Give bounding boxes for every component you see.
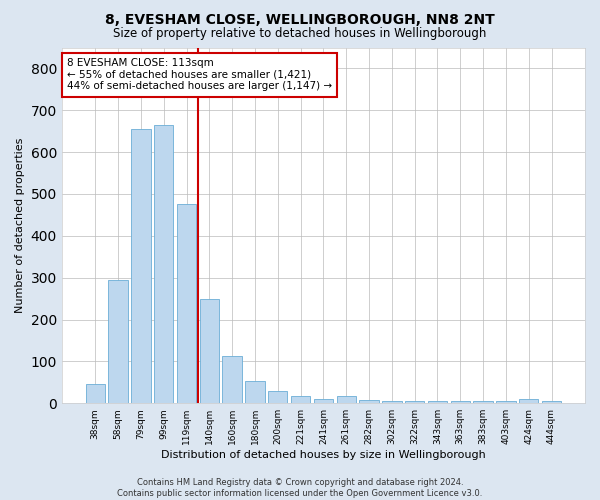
Bar	[268, 391, 287, 403]
Bar	[496, 400, 515, 403]
Bar	[314, 399, 333, 403]
Text: 8 EVESHAM CLOSE: 113sqm
← 55% of detached houses are smaller (1,421)
44% of semi: 8 EVESHAM CLOSE: 113sqm ← 55% of detache…	[67, 58, 332, 92]
Bar	[359, 400, 379, 403]
Bar	[109, 280, 128, 403]
Bar	[405, 400, 424, 403]
Bar	[223, 356, 242, 403]
Text: Size of property relative to detached houses in Wellingborough: Size of property relative to detached ho…	[113, 28, 487, 40]
Text: 8, EVESHAM CLOSE, WELLINGBOROUGH, NN8 2NT: 8, EVESHAM CLOSE, WELLINGBOROUGH, NN8 2N…	[105, 12, 495, 26]
Bar	[200, 298, 219, 403]
Bar	[245, 382, 265, 403]
Bar	[542, 400, 561, 403]
Y-axis label: Number of detached properties: Number of detached properties	[15, 138, 25, 313]
Bar	[177, 204, 196, 403]
Bar	[337, 396, 356, 403]
Bar	[519, 399, 538, 403]
Bar	[86, 384, 105, 403]
Bar	[473, 400, 493, 403]
Text: Contains HM Land Registry data © Crown copyright and database right 2024.
Contai: Contains HM Land Registry data © Crown c…	[118, 478, 482, 498]
Bar	[154, 125, 173, 403]
Bar	[291, 396, 310, 403]
Bar	[428, 400, 447, 403]
X-axis label: Distribution of detached houses by size in Wellingborough: Distribution of detached houses by size …	[161, 450, 486, 460]
Bar	[451, 400, 470, 403]
Bar	[382, 400, 401, 403]
Bar	[131, 129, 151, 403]
